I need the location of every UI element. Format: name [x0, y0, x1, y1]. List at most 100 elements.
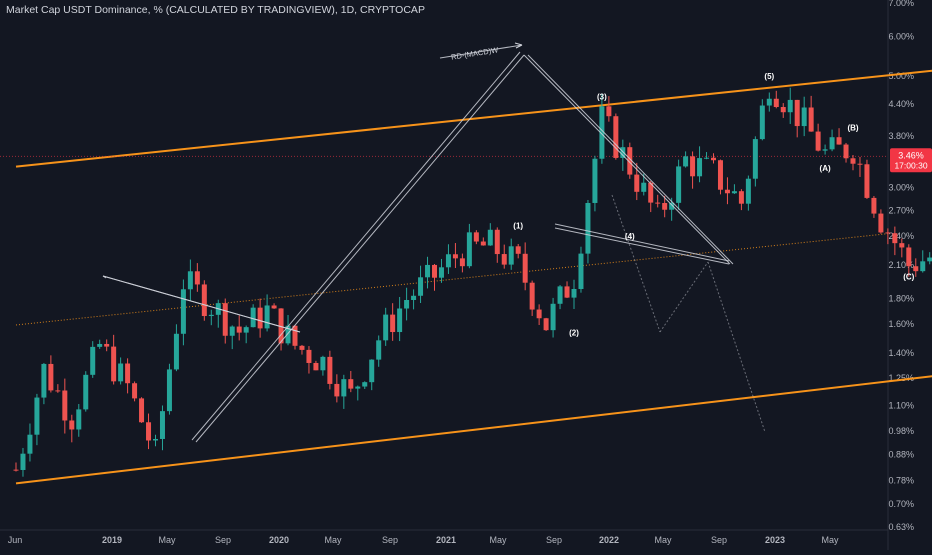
y-tick-label: 3.00%	[888, 182, 914, 192]
candle-body	[125, 364, 130, 384]
x-tick-label: 2023	[765, 535, 785, 545]
candle-body	[788, 100, 793, 112]
candle-body	[864, 164, 869, 198]
candle-body	[816, 132, 821, 151]
wave-label: (C)	[903, 273, 914, 282]
x-tick-label: 2022	[599, 535, 619, 545]
triangle-2019-upper-echo	[103, 276, 300, 332]
candle-body	[725, 190, 730, 194]
candle-body	[927, 258, 932, 262]
candle-body	[188, 271, 193, 289]
candle-body	[558, 286, 563, 303]
candle-body	[662, 203, 667, 210]
candle-body	[523, 254, 528, 283]
y-tick-label: 3.80%	[888, 131, 914, 141]
candle-body	[844, 145, 849, 159]
candle-body	[606, 106, 611, 116]
candle-body	[495, 230, 500, 254]
wave-label: (B)	[847, 124, 858, 133]
projection-5	[708, 262, 765, 432]
candle-body	[355, 387, 360, 389]
candle-body	[390, 315, 395, 332]
candle-body	[195, 271, 200, 284]
candle-body	[739, 191, 744, 204]
candle-body	[683, 156, 688, 166]
x-tick-label: Sep	[711, 535, 727, 545]
y-tick-label: 4.40%	[888, 99, 914, 109]
candle-body	[781, 107, 786, 112]
candle-body	[209, 315, 214, 316]
candle-body	[530, 283, 535, 310]
candle-body	[55, 390, 60, 391]
candle-body	[153, 439, 158, 441]
candle-body	[327, 357, 332, 384]
projection-4	[660, 262, 708, 332]
candle-body	[913, 266, 918, 271]
candle-body	[34, 398, 39, 435]
candle-body	[878, 214, 883, 233]
candle-body	[446, 254, 451, 267]
candle-body	[160, 411, 165, 439]
candle-body	[14, 470, 19, 471]
candle-body	[118, 364, 123, 382]
y-tick-label: 0.78%	[888, 476, 914, 486]
candle-body	[453, 254, 458, 258]
candle-body	[362, 382, 367, 386]
candle-body	[502, 254, 507, 265]
candle-body	[851, 158, 856, 163]
wave-label: (4)	[625, 232, 635, 241]
y-tick-label: 2.70%	[888, 205, 914, 215]
candle-body	[62, 391, 67, 421]
candle-body	[704, 158, 709, 159]
candle-body	[634, 175, 639, 192]
x-tick-label: May	[654, 535, 672, 545]
candle-body	[27, 435, 32, 454]
candle-body	[111, 347, 116, 382]
candle-body	[76, 409, 81, 429]
candle-body	[676, 166, 681, 202]
wave-label: (1)	[513, 221, 523, 230]
candle-body	[348, 379, 353, 388]
candle-body	[411, 296, 416, 300]
candle-body	[920, 261, 925, 271]
x-tick-label: Sep	[546, 535, 562, 545]
candle-body	[174, 334, 179, 370]
candle-body	[585, 203, 590, 254]
candle-body	[767, 99, 772, 106]
candle-body	[613, 116, 618, 158]
wave-label: (A)	[820, 164, 831, 173]
y-tick-label: 1.80%	[888, 294, 914, 304]
candle-body	[104, 344, 109, 347]
candle-body	[488, 230, 493, 246]
y-tick-label: 0.88%	[888, 449, 914, 459]
x-tick-label: May	[821, 535, 839, 545]
y-tick-label: 0.98%	[888, 426, 914, 436]
y-tick-label: 6.00%	[888, 32, 914, 42]
candle-body	[711, 158, 716, 160]
channel-mid-line	[16, 234, 888, 325]
x-tick-label: 2020	[269, 535, 289, 545]
candle-body	[467, 232, 472, 266]
x-tick-label: 2019	[102, 535, 122, 545]
candle-body	[544, 318, 549, 330]
candle-body	[655, 203, 660, 204]
y-tick-label: 0.63%	[888, 522, 914, 532]
candle-body	[592, 159, 597, 203]
candle-body	[313, 363, 318, 370]
candle-body	[906, 247, 911, 266]
candle-body	[69, 420, 74, 429]
candle-body	[753, 139, 758, 179]
candle-body	[857, 164, 862, 165]
candle-body	[132, 383, 137, 398]
candle-body	[481, 242, 486, 246]
candle-body	[251, 308, 256, 327]
x-tick-label: May	[158, 535, 176, 545]
candle-body	[823, 149, 828, 150]
candle-body	[572, 289, 577, 298]
candle-body	[718, 160, 723, 189]
candle-body	[306, 350, 311, 363]
y-tick-label: 1.40%	[888, 348, 914, 358]
price-badge-countdown: 17:00:30	[894, 160, 927, 170]
